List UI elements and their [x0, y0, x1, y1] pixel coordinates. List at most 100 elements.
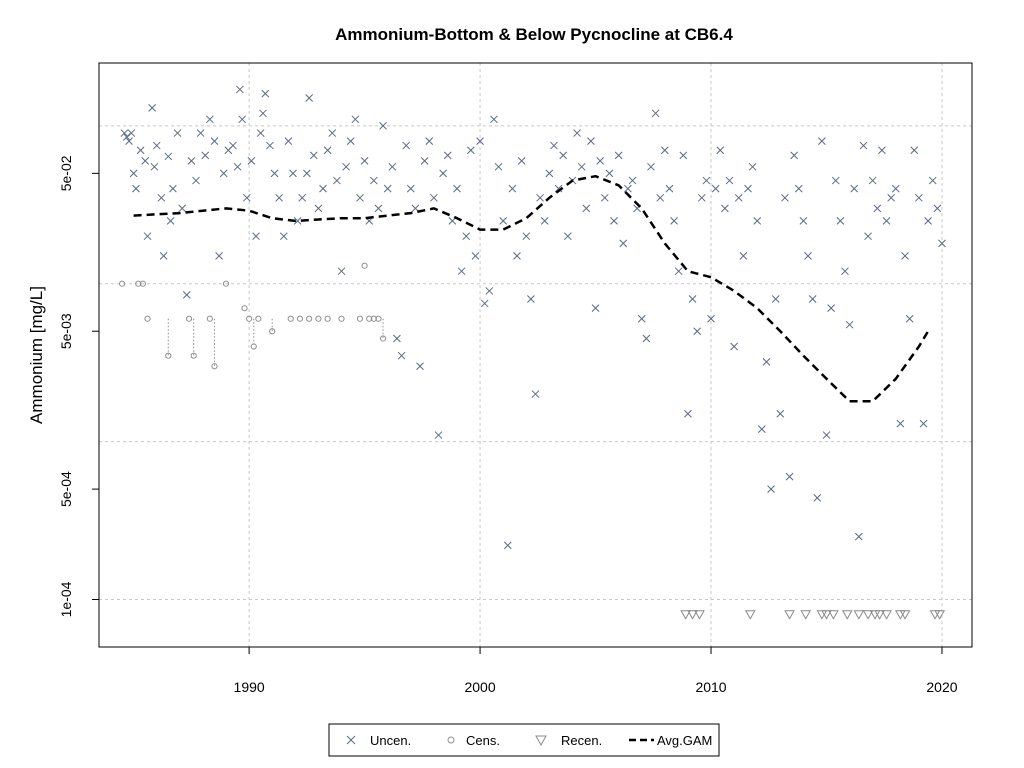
uncensored-point-stroke	[383, 184, 392, 193]
uncensored-point	[466, 146, 475, 155]
uncensored-point	[219, 169, 228, 178]
recensored-point	[934, 610, 946, 620]
censored-point	[370, 315, 377, 322]
uncensored-point	[554, 184, 563, 193]
uncensored-point-stroke	[159, 252, 168, 260]
uncensored-point	[878, 146, 886, 155]
uncensored-point-stroke	[178, 204, 186, 213]
uncensored-point-stroke	[125, 137, 133, 145]
uncensored-point-stroke	[275, 193, 283, 202]
uncensored-point	[725, 176, 734, 185]
uncensored-point-stroke	[864, 232, 872, 241]
uncensored-point	[141, 156, 150, 165]
censored-point	[269, 328, 276, 335]
recensored-point	[687, 610, 698, 620]
uncensored-point	[563, 232, 572, 241]
uncensored-point	[143, 232, 152, 241]
uncensored-point-stroke	[540, 217, 549, 225]
uncensored-point	[333, 176, 341, 185]
recensored-point	[694, 610, 705, 620]
uncensored-point	[818, 137, 826, 145]
uncensored-point	[152, 141, 161, 150]
uncensored-point	[924, 217, 932, 225]
uncensored-point-stroke	[406, 184, 415, 193]
legend-recen-marker	[535, 735, 547, 747]
uncensored-point-stroke	[868, 176, 877, 185]
data-points	[118, 85, 946, 620]
uncensored-point	[665, 184, 674, 193]
recensored-point	[895, 610, 906, 620]
uncensored-point-stroke	[845, 320, 854, 329]
uncensored-point-stroke	[688, 295, 697, 303]
uncensored-point-stroke	[577, 162, 586, 171]
uncensored-point-stroke	[169, 184, 177, 193]
uncensored-point-stroke	[411, 204, 420, 213]
uncensored-point	[148, 103, 156, 112]
uncensored-point-stroke	[624, 184, 632, 193]
recensored-point	[800, 610, 812, 620]
y-tick-label: 1e-04	[58, 581, 74, 617]
uncensored-point	[610, 217, 618, 225]
uncensored-point-stroke	[656, 193, 665, 202]
uncensored-point-stroke	[878, 146, 886, 155]
uncensored-point-stroke	[439, 169, 447, 178]
uncensored-point	[605, 169, 614, 178]
recensored-point	[841, 610, 853, 620]
uncensored-point-stroke	[356, 193, 364, 202]
uncensored-point	[120, 129, 129, 137]
uncensored-point-stroke	[309, 151, 318, 160]
uncensored-point-stroke	[393, 334, 401, 343]
uncensored-point	[693, 327, 702, 336]
uncensored-point-stroke	[173, 129, 182, 137]
uncensored-point	[591, 304, 600, 313]
uncensored-point	[485, 287, 494, 295]
uncensored-point-stroke	[289, 169, 297, 178]
uncensored-point	[850, 184, 859, 193]
uncensored-point-stroke	[896, 419, 905, 428]
uncensored-point	[406, 184, 415, 193]
uncensored-point	[261, 89, 270, 98]
uncensored-point-stroke	[522, 232, 531, 241]
uncensored-point-stroke	[637, 314, 646, 323]
uncensored-point-stroke	[346, 137, 355, 145]
y-tick-label: 5e-02	[58, 155, 74, 191]
uncensored-point	[275, 193, 283, 202]
recensored-point	[784, 610, 795, 620]
uncensored-point-stroke	[776, 409, 785, 418]
uncensored-point	[434, 431, 443, 439]
uncensored-point-stroke	[628, 176, 637, 185]
uncensored-point	[136, 146, 145, 155]
uncensored-point	[129, 169, 138, 178]
uncensored-point	[187, 156, 196, 165]
uncensored-point-stroke	[182, 290, 191, 299]
uncensored-point-stroke	[494, 162, 503, 171]
uncensored-point-stroke	[762, 357, 771, 366]
uncensored-point	[864, 232, 872, 241]
uncensored-point	[309, 151, 318, 160]
uncensored-point	[420, 156, 429, 165]
uncensored-point	[711, 184, 720, 193]
uncensored-point-stroke	[827, 304, 835, 313]
uncensored-point-stroke	[670, 217, 678, 225]
uncensored-point-stroke	[725, 176, 734, 185]
uncensored-point-stroke	[554, 184, 563, 193]
uncensored-point-stroke	[859, 141, 868, 150]
uncensored-point-stroke	[600, 193, 609, 202]
uncensored-point-stroke	[261, 89, 270, 98]
uncensored-point-stroke	[660, 146, 669, 155]
uncensored-point-stroke	[619, 239, 628, 248]
uncensored-point	[753, 217, 762, 225]
uncensored-point-stroke	[143, 232, 152, 241]
uncensored-point-stroke	[651, 109, 660, 118]
uncensored-point	[919, 419, 928, 428]
uncensored-point	[550, 141, 558, 150]
uncensored-point-stroke	[397, 351, 406, 360]
uncensored-point-stroke	[757, 425, 766, 433]
uncensored-point	[238, 115, 247, 124]
uncensored-point-stroke	[781, 193, 789, 202]
legend-cens-label: Cens.	[466, 733, 500, 748]
uncensored-point	[559, 151, 568, 160]
uncensored-point	[397, 351, 406, 360]
uncensored-point	[293, 217, 302, 225]
